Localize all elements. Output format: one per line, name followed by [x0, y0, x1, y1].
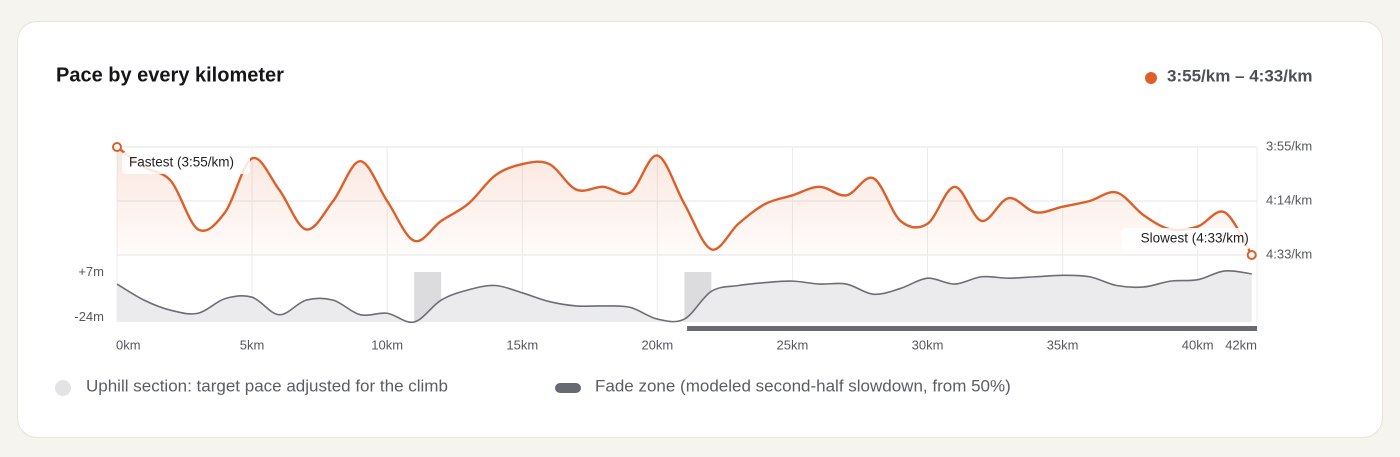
- annotation-bg: [122, 152, 250, 174]
- x-tick-label: 5km: [240, 337, 265, 352]
- x-tick-label: 15km: [506, 337, 538, 352]
- legend-note: Fade zone (modeled second-half slowdown,…: [595, 376, 1011, 395]
- legend-label: 3:55/km – 4:33/km: [1167, 66, 1313, 85]
- line: [116, 269, 1252, 324]
- x-tick-label: 42km: [1225, 337, 1257, 352]
- fade-zone: [687, 326, 1257, 331]
- area: [117, 147, 1252, 255]
- legend-swatch: [555, 383, 581, 393]
- area: [117, 270, 1252, 323]
- x-tick-label: 10km: [371, 337, 403, 352]
- x-tick-label: 35km: [1047, 337, 1079, 352]
- extreme-marker: [1246, 250, 1257, 260]
- y2-tick-label: +7m: [78, 264, 104, 279]
- annotation: Slowest (4:33/km): [1141, 231, 1249, 246]
- line: [116, 146, 1253, 256]
- legend-swatch: [55, 380, 71, 396]
- x-tick-label: 20km: [641, 337, 673, 352]
- extreme-marker: [112, 142, 122, 152]
- chart-title: Pace by every kilometer: [56, 64, 284, 86]
- legend-note: Uphill section: target pace adjusted for…: [86, 376, 448, 395]
- x-tick-label: 25km: [777, 337, 809, 352]
- y-tick-label: 4:14/km: [1266, 192, 1312, 207]
- x-tick-label: 40km: [1182, 337, 1214, 352]
- y2-tick-label: -24m: [74, 309, 104, 324]
- annotation-bg: [1121, 228, 1250, 250]
- x-tick-label: 0km: [116, 337, 141, 352]
- y-tick-label: 4:33/km: [1266, 246, 1312, 261]
- legend-swatch: [1145, 72, 1157, 84]
- x-tick-label: 30km: [912, 337, 944, 352]
- annotation: Fastest (3:55/km): [129, 155, 234, 170]
- y-tick-label: 3:55/km: [1266, 138, 1312, 153]
